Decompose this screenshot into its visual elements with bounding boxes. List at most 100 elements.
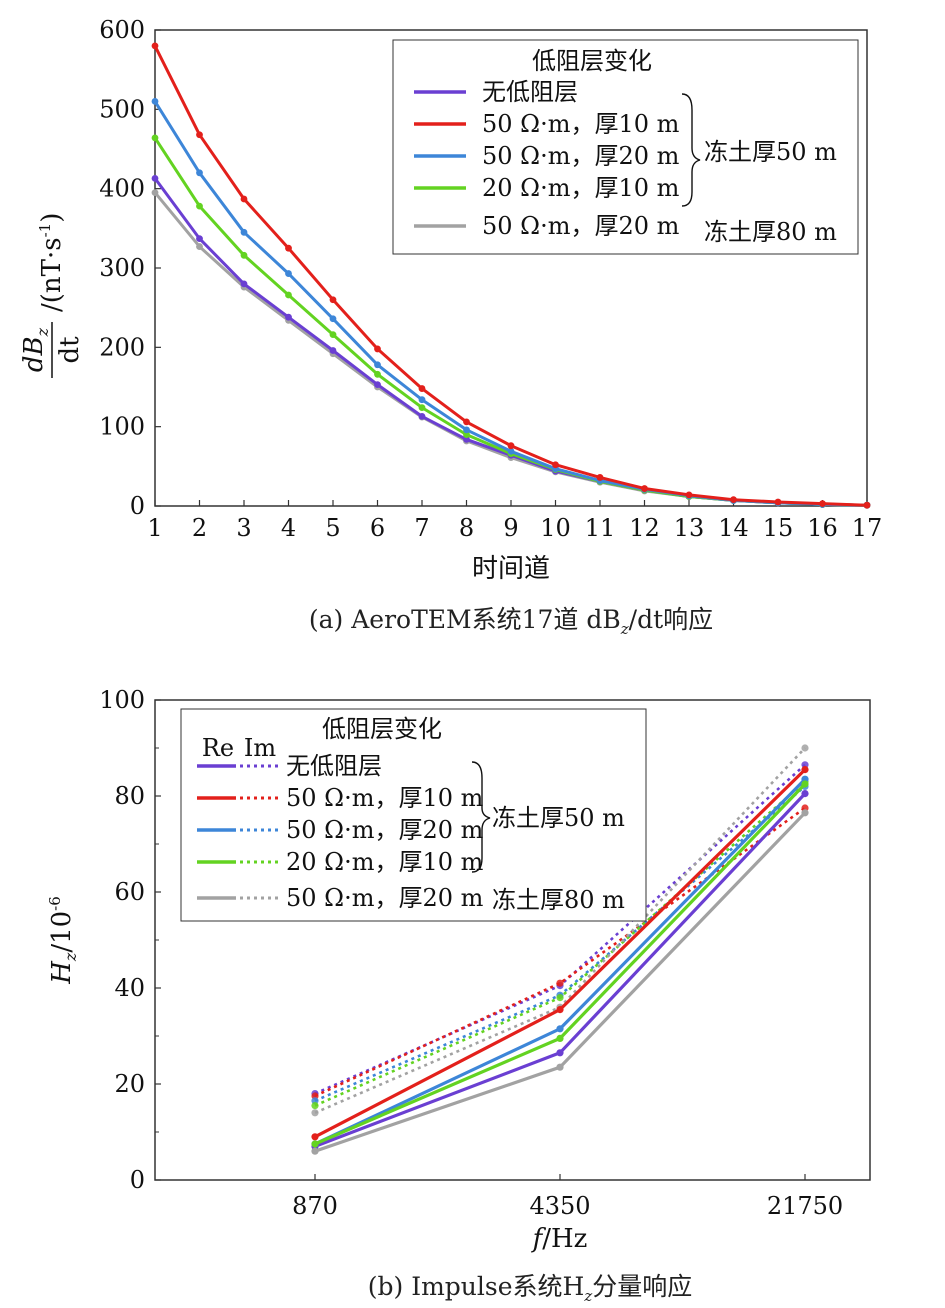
data-point-re — [801, 790, 809, 798]
data-point-a — [374, 345, 381, 353]
y-tick-label: 40 — [114, 974, 145, 1002]
data-point-a — [596, 474, 604, 481]
svg-text:dBz: dBz — [19, 327, 52, 372]
caption-b-sub: z — [583, 1287, 592, 1305]
data-point-a — [196, 235, 203, 243]
chart-b-legend: 低阻层变化 Re Im 无低阻层 50 Ω·m，厚10 m 50 Ω·m，厚20 m… — [180, 708, 647, 922]
data-point-a — [240, 251, 248, 259]
data-point-a — [418, 396, 426, 404]
legend-b-group1: 冻土厚50 m — [492, 804, 625, 832]
legend-a-box — [392, 39, 859, 255]
legend-a-title: 低阻层变化 — [532, 47, 652, 75]
data-point-re — [311, 1140, 319, 1148]
x-tick-label: 17 — [852, 514, 883, 542]
legend-b-brace — [471, 761, 491, 873]
caption-a-sub: z — [620, 620, 629, 638]
x-tick-label: 1 — [147, 514, 162, 542]
chart-a-x-axis-label: 时间道 — [472, 554, 550, 584]
data-point-a — [418, 385, 426, 392]
data-point-a — [196, 243, 203, 250]
x-tick-label: 2 — [192, 514, 207, 542]
data-point-a — [329, 315, 337, 323]
data-point-re — [556, 1034, 564, 1042]
data-point-im — [556, 994, 564, 1002]
data-point-a — [240, 195, 248, 203]
data-point-im — [556, 979, 564, 987]
chart-b-series — [311, 744, 809, 1155]
data-point-a — [418, 412, 426, 420]
data-point-a — [863, 501, 871, 509]
legend-b-re: Re — [202, 734, 234, 762]
data-point-a — [552, 461, 559, 469]
x-tick-label: 5 — [325, 514, 340, 542]
legend-a-label: 50 Ω·m，厚10 m — [482, 110, 680, 138]
y-tick-label: 200 — [99, 333, 145, 361]
y-tick-label: 600 — [99, 16, 145, 44]
chart-a-caption: (a) AeroTEM系统17道 dBz/dt响应 — [309, 605, 713, 638]
y-tick-label: 0 — [130, 1166, 145, 1194]
data-point-a — [151, 174, 159, 182]
data-point-a — [463, 435, 470, 443]
legend-b-im: Im — [244, 734, 276, 762]
data-point-a — [151, 189, 159, 197]
chart-b-caption: (b) Impulse系统Hz分量响应 — [368, 1272, 693, 1305]
data-point-a — [285, 291, 292, 299]
svg-text:/(nT·s-1): /(nT·s-1) — [36, 213, 67, 312]
x-tick-label: 870 — [292, 1192, 338, 1220]
y-b-tail: /10 — [47, 911, 77, 953]
data-point-a — [151, 134, 159, 142]
legend-a-group2: 冻土厚80 m — [704, 218, 837, 246]
y-b-main: H — [47, 960, 77, 985]
data-point-a — [774, 498, 782, 506]
caption-b-text: (b) Impulse系统H — [368, 1272, 585, 1301]
svg-text:Hz/10-6: Hz/10-6 — [46, 896, 80, 985]
data-point-a — [463, 431, 470, 438]
x-b-tail: /Hz — [542, 1224, 587, 1254]
chart-b: 870 4350 21750 0 20 40 60 80 100 Hz/10-6 f/Hz (b… — [46, 686, 871, 1305]
y-frac-denominator: dt — [55, 336, 85, 364]
legend-b-label: 20 Ω·m，厚10 m — [286, 848, 484, 876]
x-tick-label: 10 — [540, 514, 571, 542]
y-tick-label: 20 — [114, 1070, 145, 1098]
data-point-a — [641, 485, 648, 492]
y-tick-label: 500 — [99, 95, 145, 123]
legend-b-label: 无低阻层 — [286, 752, 382, 780]
x-tick-label: 21750 — [767, 1192, 843, 1220]
data-point-im — [311, 1109, 319, 1117]
legend-a-label: 50 Ω·m，厚20 m — [482, 142, 680, 170]
chart-a-y-axis-label: dBz dt /(nT·s-1) — [19, 213, 85, 378]
y-frac-numerator: dB — [19, 336, 49, 372]
legend-a-label: 50 Ω·m，厚20 m — [482, 212, 680, 240]
data-point-a — [196, 131, 203, 139]
chart-b-ticks: 870 4350 21750 0 20 40 60 80 100 — [99, 686, 843, 1220]
data-point-a — [374, 370, 381, 378]
data-point-a — [240, 280, 248, 288]
y-tick-label: 300 — [99, 254, 145, 282]
x-tick-label: 7 — [414, 514, 429, 542]
x-tick-label: 3 — [236, 514, 251, 542]
chart-a-legend: 低阻层变化 无低阻层 50 Ω·m，厚10 m 50 Ω·m，厚20 m 20 Ω·m… — [392, 39, 859, 255]
data-point-a — [507, 442, 515, 450]
y-tick-label: 100 — [99, 413, 145, 441]
data-point-a — [285, 270, 292, 277]
data-point-re — [801, 780, 809, 788]
caption-a-tail: /dt响应 — [629, 605, 713, 634]
data-point-a — [240, 228, 248, 236]
y-tick-label: 80 — [114, 782, 145, 810]
data-point-a — [374, 381, 381, 389]
legend-b-label: 50 Ω·m，厚20 m — [286, 816, 484, 844]
y-label-main: /(nT·s — [37, 237, 67, 312]
chart-a-ticks: 1 2 3 4 5 6 7 8 9 10 11 12 13 14 15 16 17010020030040050… — [99, 16, 882, 542]
caption-b-tail: 分量响应 — [592, 1272, 692, 1301]
caption-a-text: (a) AeroTEM系统17道 dB — [309, 605, 621, 634]
x-tick-label: 4350 — [529, 1192, 590, 1220]
x-tick-label: 13 — [674, 514, 705, 542]
data-point-re — [556, 1049, 564, 1057]
data-point-re — [556, 1006, 564, 1014]
series-im-line-1 — [314, 806, 806, 1098]
x-tick-label: 16 — [807, 514, 838, 542]
x-tick-label: 14 — [718, 514, 749, 542]
data-point-a — [329, 331, 337, 339]
data-point-a — [819, 500, 826, 508]
